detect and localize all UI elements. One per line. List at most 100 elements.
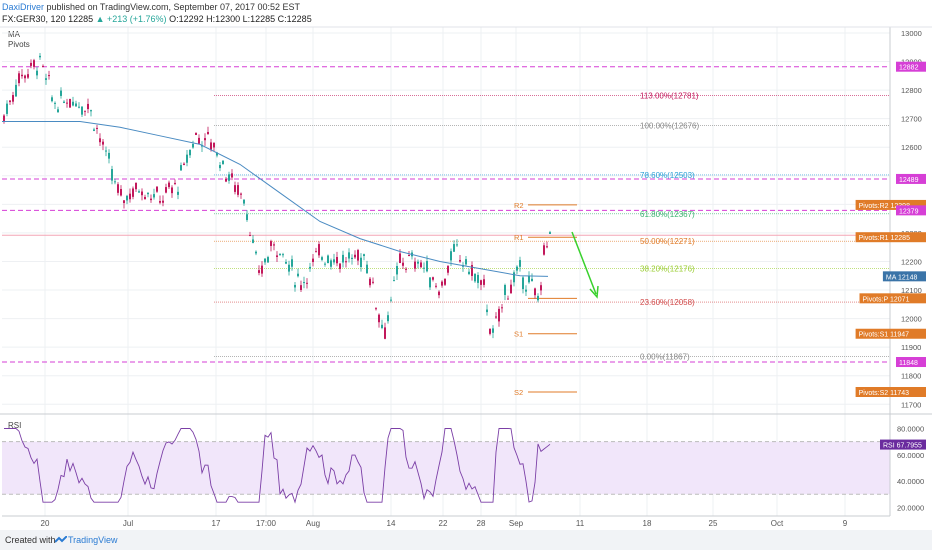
candle-body [270, 241, 272, 246]
rsi-tick: 20.0000 [897, 503, 924, 512]
candle-body [330, 260, 332, 267]
price-tick: 12700 [901, 115, 922, 124]
candle-body [63, 101, 65, 103]
chart-header: DaxiDriver published on TradingView.com,… [2, 1, 300, 13]
candle-body [432, 277, 434, 280]
price-label-bg [855, 328, 926, 339]
candle-body [267, 257, 269, 263]
candle-body [195, 132, 197, 136]
price-label-bg [896, 173, 926, 184]
price-tick: 12600 [901, 143, 922, 152]
candle-body [213, 142, 215, 148]
candle-body [108, 152, 110, 159]
candle-body [528, 275, 530, 283]
candle-body [183, 163, 185, 165]
candle-body [282, 254, 284, 256]
candle-body [276, 255, 278, 257]
candle-body [93, 129, 95, 131]
pivots-legend[interactable]: Pivots [8, 40, 30, 49]
time-tick: 14 [387, 519, 396, 528]
candle-body [105, 150, 107, 152]
candle-body [165, 187, 167, 193]
candle-body [99, 138, 101, 143]
time-tick: 17 [212, 519, 221, 528]
candle-body [399, 253, 401, 264]
candle-body [504, 285, 506, 295]
candle-body [390, 299, 392, 301]
candle-body [87, 103, 89, 110]
candle-body [189, 149, 191, 156]
candle-body [525, 289, 527, 292]
candle-body [207, 131, 209, 135]
candle-body [438, 291, 440, 296]
fib-label: 61.80%(12367) [640, 210, 695, 219]
tradingview-link[interactable]: TradingView [68, 535, 118, 545]
candle-body [75, 103, 77, 107]
candle-body [345, 261, 347, 263]
candle-body [453, 244, 455, 252]
candle-body [459, 259, 461, 262]
chart-svg[interactable]: 113.00%(12781) 100.00%(12676) 78.60%(12503… [0, 0, 932, 530]
candle-body [333, 259, 335, 263]
candle-body [177, 191, 179, 195]
candle-body [318, 244, 320, 256]
candle-body [339, 263, 341, 269]
candle-body [273, 244, 275, 246]
candle-body [477, 274, 479, 283]
candle-body [234, 185, 236, 192]
fib-label: 38.20%(12176) [640, 264, 695, 273]
candle-body [348, 252, 350, 259]
candle-body [66, 102, 68, 104]
candle-body [162, 200, 164, 203]
candle-body [60, 90, 62, 96]
candle-body [3, 115, 5, 122]
candle-body [126, 195, 128, 201]
author-link[interactable]: DaxiDriver [2, 2, 45, 12]
rsi-label: RSI 67.7955 [883, 443, 922, 450]
candle-body [444, 278, 446, 285]
candle-body [111, 169, 113, 181]
price-label-bg [896, 357, 926, 368]
ma-legend[interactable]: MA [8, 30, 20, 39]
candle-body [414, 261, 416, 269]
time-tick: 20 [41, 519, 50, 528]
candle-body [522, 277, 524, 290]
time-tick: 28 [477, 519, 486, 528]
rsi-legend[interactable]: RSI [8, 421, 22, 430]
price-label: Pivots:R1 12285 [859, 235, 910, 242]
candle-body [123, 200, 125, 204]
symbol-line: FX:GER30, 120 12285 ▲ +213 (+1.76%) O:12… [2, 13, 312, 25]
created-with: Created with [5, 535, 56, 545]
candle-body [357, 250, 359, 261]
price-tick: 12100 [901, 286, 922, 295]
candle-body [261, 265, 263, 274]
candle-body [297, 273, 299, 277]
candle-body [198, 137, 200, 144]
price-label-bg [859, 293, 926, 304]
candle-body [36, 70, 38, 76]
candle-body [33, 60, 35, 67]
candle-body [222, 160, 224, 165]
candle-body [405, 268, 407, 270]
candle-body [321, 257, 323, 260]
price-tick: 12000 [901, 315, 922, 324]
time-tick: 22 [439, 519, 448, 528]
candle-body [531, 278, 533, 282]
candle-body [219, 165, 221, 169]
candle-body [495, 316, 497, 318]
rsi-tick: 60.0000 [897, 451, 924, 460]
candle-body [204, 138, 206, 141]
candle-body [54, 102, 56, 104]
candle-body [279, 254, 281, 256]
candle-body [468, 271, 470, 275]
candle-body [315, 251, 317, 253]
candle-body [420, 262, 422, 268]
candle-body [153, 194, 155, 198]
candle-body [171, 187, 173, 194]
candle-body [24, 75, 26, 79]
candle-body [129, 193, 131, 200]
fib-label: 113.00%(12781) [640, 92, 699, 101]
candle-body [471, 265, 473, 276]
candle-body [192, 143, 194, 148]
